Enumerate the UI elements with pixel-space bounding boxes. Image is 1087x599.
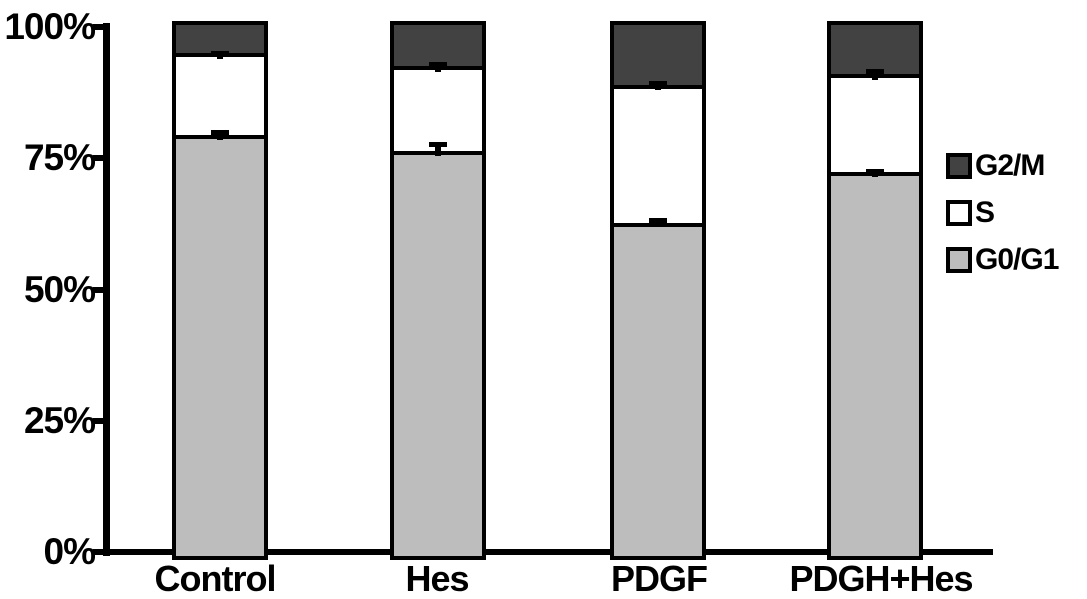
error-bar-stem-g0-g1 xyxy=(872,174,878,177)
x-axis-line xyxy=(100,549,993,555)
x-category-label-pdgh-hes: PDGH+Hes xyxy=(789,558,973,599)
error-bar-stem-s xyxy=(655,86,661,90)
legend-label: S xyxy=(975,196,995,229)
error-bar-cap-g0-g1 xyxy=(866,169,884,174)
error-bar-stem-g0-g1 xyxy=(435,147,441,156)
x-category-label-pdgf: PDGF xyxy=(610,558,708,599)
x-category-label-hes: Hes xyxy=(405,558,469,599)
legend: G2/M S G0/G1 xyxy=(946,150,1059,291)
y-tick xyxy=(93,287,105,293)
bar-segment-g0-g1 xyxy=(394,155,482,556)
legend-item-g0-g1: G0/G1 xyxy=(946,243,1059,276)
error-bar-cap-s xyxy=(429,62,447,67)
bar-control xyxy=(172,21,268,560)
y-tick-label: 100% xyxy=(4,6,96,47)
x-category-label-control: Control xyxy=(154,558,277,599)
y-tick xyxy=(93,549,105,555)
error-bar-stem-s xyxy=(217,56,223,59)
bar-segment-s xyxy=(831,78,919,176)
bar-segment-s xyxy=(614,89,702,227)
error-bar-stem-g0-g1 xyxy=(217,135,223,140)
legend-label: G2/M xyxy=(975,149,1045,182)
error-bar-cap-s xyxy=(649,81,667,86)
error-bar-cap-g0-g1 xyxy=(211,130,229,135)
y-axis-line xyxy=(103,23,110,556)
bar-segment-g0-g1 xyxy=(614,227,702,556)
legend-swatch-g2-m xyxy=(946,152,972,179)
error-bar-stem-s xyxy=(872,74,878,80)
error-bar-cap-g0-g1 xyxy=(429,142,447,147)
error-bar-cap-s xyxy=(211,51,229,56)
error-bar-cap-g0-g1 xyxy=(649,218,667,223)
legend-item-s: S xyxy=(946,197,1058,228)
y-tick xyxy=(93,155,105,161)
legend-item-g2-m: G2/M xyxy=(946,150,1058,181)
legend-swatch-s xyxy=(946,199,972,226)
error-bar-cap-s xyxy=(866,69,884,74)
bar-segment-g2-m xyxy=(614,25,702,89)
y-tick-label: 25% xyxy=(23,400,96,441)
bar-pdgh-hes xyxy=(827,21,923,560)
legend-label: G0/G1 xyxy=(975,243,1059,276)
error-bar-stem-g0-g1 xyxy=(655,223,661,227)
y-tick-label: 50% xyxy=(23,269,96,310)
legend-swatch-g0-g1 xyxy=(946,246,972,273)
error-bar-stem-s xyxy=(435,67,441,72)
y-tick-label: 0% xyxy=(43,531,96,572)
bar-segment-g0-g1 xyxy=(176,139,264,556)
bar-hes xyxy=(390,21,486,560)
y-tick-label: 75% xyxy=(23,137,96,178)
bar-pdgf xyxy=(610,21,706,560)
y-tick xyxy=(93,24,105,30)
bar-segment-s xyxy=(176,57,264,139)
bar-segment-g0-g1 xyxy=(831,176,919,556)
y-tick xyxy=(93,418,105,424)
